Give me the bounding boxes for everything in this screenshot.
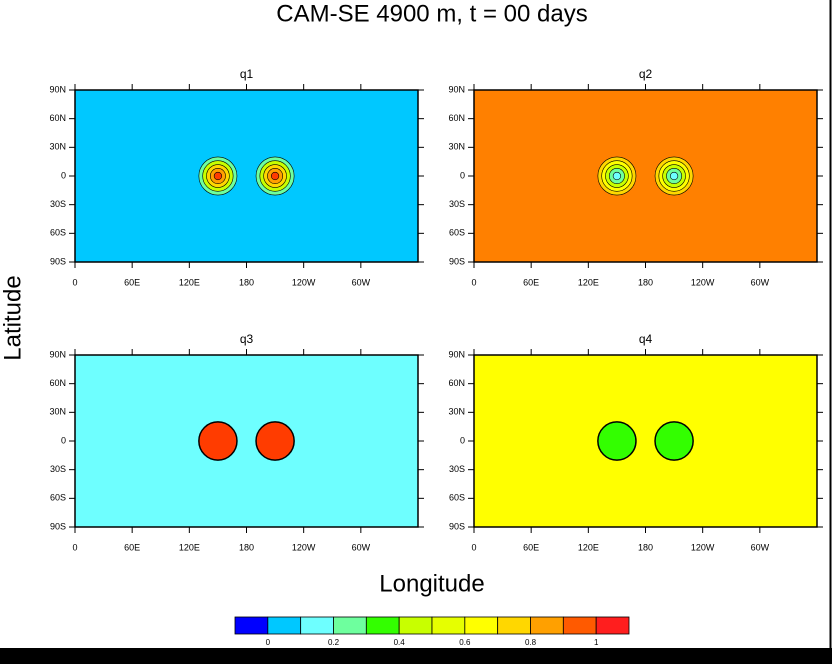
y-tick-label: 30N (49, 142, 66, 152)
plot-area (474, 355, 817, 527)
tracer-blob (612, 171, 622, 181)
colorbar-box (267, 616, 302, 635)
x-tick-label: 60E (523, 542, 539, 552)
x-tick-label: 60W (751, 277, 770, 287)
tracer-blob (597, 421, 637, 461)
colorbar-label: 0 (266, 638, 271, 647)
colorbar-box (365, 616, 400, 635)
plot-area (474, 90, 817, 262)
y-tick-label: 30N (448, 407, 465, 417)
colorbar-box (300, 616, 334, 635)
y-tick-label: 60S (50, 493, 66, 503)
x-tick-label: 180 (638, 542, 653, 552)
y-tick-label: 90N (49, 84, 66, 94)
tracer-blob (255, 421, 295, 461)
x-tick-label: 120E (179, 542, 200, 552)
tracer-blob (270, 171, 280, 181)
x-tick-label: 60E (124, 542, 140, 552)
y-tick-label: 0 (61, 170, 66, 180)
x-tick-label: 120W (691, 542, 715, 552)
y-tick-label: 90N (49, 349, 66, 359)
x-tick-label: 60E (523, 277, 539, 287)
colorbar-label: 0.4 (394, 638, 406, 647)
colorbar-box (497, 616, 531, 635)
y-tick-label: 60N (49, 113, 66, 123)
panel-title: q2 (639, 67, 653, 81)
x-tick-label: 0 (471, 277, 476, 287)
y-tick-label: 60N (49, 378, 66, 388)
tracer-blob (669, 171, 679, 181)
x-tick-label: 120E (578, 542, 599, 552)
x-tick-label: 180 (239, 542, 254, 552)
x-tick-label: 0 (72, 542, 77, 552)
panel-title: q3 (240, 332, 254, 346)
y-tick-label: 60N (448, 378, 465, 388)
x-tick-label: 0 (471, 542, 476, 552)
x-tick-label: 60E (124, 277, 140, 287)
y-tick-label: 90S (50, 521, 66, 531)
y-tick-label: 0 (460, 170, 465, 180)
x-tick-label: 60W (352, 542, 371, 552)
tracer-blob (654, 421, 694, 461)
y-tick-label: 90N (448, 349, 465, 359)
colorbar-box (333, 616, 367, 635)
x-tick-label: 60W (751, 542, 770, 552)
y-tick-label: 0 (460, 435, 465, 445)
panel-title: q1 (240, 67, 254, 81)
y-tick-label: 30N (448, 142, 465, 152)
x-tick-label: 60W (352, 277, 371, 287)
y-tick-label: 90N (448, 84, 465, 94)
colorbar-label: 1 (594, 638, 599, 647)
y-axis-label: Latitude (0, 275, 26, 360)
y-tick-label: 30S (449, 464, 465, 474)
x-tick-label: 120W (292, 277, 316, 287)
y-tick-label: 60N (448, 113, 465, 123)
y-tick-label: 30S (50, 464, 66, 474)
y-tick-label: 90S (50, 256, 66, 266)
x-tick-label: 0 (72, 277, 77, 287)
panel-title: q4 (639, 332, 653, 346)
colorbar-label: 0.6 (459, 638, 471, 647)
y-tick-label: 60S (449, 493, 465, 503)
tracer-blob (213, 171, 223, 181)
figure-title: CAM-SE 4900 m, t = 00 days (276, 0, 587, 27)
x-tick-label: 120E (578, 277, 599, 287)
y-tick-label: 60S (50, 228, 66, 238)
colorbar-box (562, 616, 597, 635)
y-tick-label: 30S (449, 199, 465, 209)
colorbar-label: 0.2 (328, 638, 340, 647)
colorbar-box (234, 616, 269, 635)
y-tick-label: 90S (449, 256, 465, 266)
y-tick-label: 60S (449, 228, 465, 238)
tracer-blob (198, 421, 238, 461)
colorbar-box (431, 616, 466, 635)
x-tick-label: 180 (638, 277, 653, 287)
colorbar-box (398, 616, 433, 635)
colorbar-box (595, 616, 630, 635)
x-tick-label: 120W (292, 542, 316, 552)
y-tick-label: 0 (61, 435, 66, 445)
plot-area (75, 90, 418, 262)
bottom-band (0, 648, 832, 664)
colorbar-label: 0.8 (525, 638, 537, 647)
y-tick-label: 30S (50, 199, 66, 209)
y-tick-label: 90S (449, 521, 465, 531)
y-tick-label: 30N (49, 407, 66, 417)
x-tick-label: 180 (239, 277, 254, 287)
x-axis-label: Longitude (379, 570, 484, 597)
x-tick-label: 120E (179, 277, 200, 287)
colorbar-box (464, 616, 499, 635)
colorbar-box (530, 616, 564, 635)
x-tick-label: 120W (691, 277, 715, 287)
plot-area (75, 355, 418, 527)
